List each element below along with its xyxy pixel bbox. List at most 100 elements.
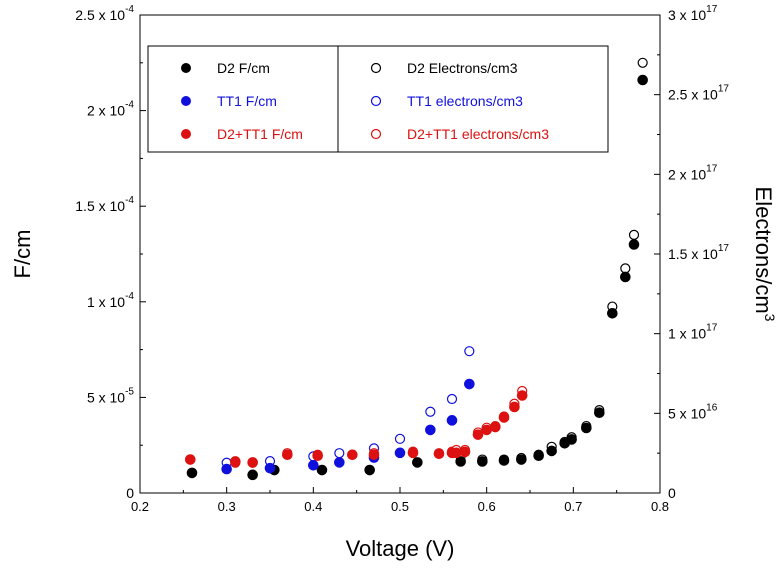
point-tt1-f-cm bbox=[264, 462, 276, 474]
right-y-axis-label: Electrons/cm3 bbox=[751, 187, 778, 322]
tick-mantissa: 3 x 10 bbox=[668, 7, 706, 23]
point-tt1-electrons-cm3 bbox=[334, 448, 345, 459]
point-d2-f-cm bbox=[533, 450, 544, 462]
point-d2-f-cm bbox=[498, 455, 510, 466]
tick-mantissa: 1.5 x 10 bbox=[75, 198, 125, 214]
tick-mantissa: 0 bbox=[668, 485, 676, 501]
tick-mantissa: 5 x 10 bbox=[87, 389, 125, 405]
point-d2-f-cm bbox=[566, 434, 577, 445]
right-y-tick-label: 1 x 1017 bbox=[668, 323, 718, 342]
legend-label: D2 F/cm bbox=[217, 60, 270, 76]
legend-marker bbox=[181, 63, 191, 73]
point-d2-tt1-f-cm bbox=[312, 450, 323, 462]
legend-label: TT1 F/cm bbox=[217, 93, 277, 109]
tick-mantissa: 2 x 10 bbox=[668, 166, 706, 182]
point-d2-f-cm bbox=[186, 467, 198, 479]
point-d2-f-cm bbox=[594, 407, 605, 418]
legend-label: TT1 electrons/cm3 bbox=[407, 93, 523, 109]
point-d2-tt1-f-cm bbox=[481, 424, 492, 436]
point-d2-f-cm bbox=[247, 469, 258, 481]
point-tt1-f-cm bbox=[394, 447, 406, 459]
tick-mantissa: 1.5 x 10 bbox=[668, 246, 718, 262]
point-d2-f-cm bbox=[477, 456, 488, 467]
right-y-tick-label: 2.5 x 1017 bbox=[668, 84, 729, 103]
legend-marker bbox=[181, 96, 191, 106]
x-tick-label: 0.7 bbox=[564, 499, 582, 514]
left-y-tick-label: 0 bbox=[126, 485, 134, 501]
left-y-axis-label: F/cm bbox=[10, 230, 35, 279]
tick-exponent: 17 bbox=[718, 243, 730, 254]
point-d2-tt1-f-cm bbox=[230, 456, 241, 467]
point-d2-electrons-cm3 bbox=[628, 229, 640, 240]
tick-exponent: -4 bbox=[125, 100, 134, 111]
right-y-tick-label: 0 bbox=[668, 485, 676, 501]
right-y-tick-label: 1.5 x 1017 bbox=[668, 243, 729, 262]
point-d2-f-cm bbox=[628, 239, 640, 250]
legend-marker bbox=[370, 62, 382, 74]
x-tick-label: 0.4 bbox=[304, 499, 322, 514]
tick-exponent: 17 bbox=[718, 84, 730, 95]
tick-exponent: 16 bbox=[706, 402, 718, 413]
point-tt1-f-cm bbox=[221, 463, 232, 475]
tick-exponent: 17 bbox=[706, 163, 718, 174]
legend-label: D2+TT1 F/cm bbox=[217, 126, 303, 142]
left-y-tick-label: 5 x 10-5 bbox=[87, 386, 134, 405]
point-d2-tt1-f-cm bbox=[433, 448, 445, 460]
point-d2-tt1-f-cm bbox=[498, 412, 510, 423]
legend-label: D2+TT1 electrons/cm3 bbox=[407, 126, 549, 142]
point-tt1-electrons-cm3 bbox=[425, 406, 436, 417]
point-d2-f-cm bbox=[581, 422, 592, 434]
point-d2-electrons-cm3 bbox=[620, 263, 631, 274]
legend-label: D2 Electrons/cm3 bbox=[407, 60, 518, 76]
point-d2-f-cm bbox=[516, 454, 527, 465]
tick-mantissa: 1 x 10 bbox=[668, 326, 706, 342]
legend-marker bbox=[181, 129, 191, 139]
point-d2-f-cm bbox=[412, 457, 423, 468]
tick-exponent: -5 bbox=[125, 386, 134, 397]
point-d2-tt1-f-cm bbox=[472, 429, 484, 440]
point-d2-tt1-f-cm bbox=[368, 449, 380, 461]
legend-items: D2 F/cm TT1 F/cm D2+TT1 F/cm D2 Electrons/c… bbox=[181, 60, 549, 142]
x-tick-label: 0.8 bbox=[651, 499, 669, 514]
legend-marker bbox=[370, 95, 382, 107]
point-d2-tt1-f-cm bbox=[451, 447, 462, 459]
point-tt1-f-cm bbox=[446, 415, 458, 426]
point-d2-f-cm bbox=[620, 271, 631, 283]
left-y-tick-label: 2 x 10-4 bbox=[87, 100, 134, 119]
point-d2-tt1-f-cm bbox=[184, 454, 196, 465]
point-d2-f-cm bbox=[546, 445, 557, 457]
point-d2-f-cm bbox=[637, 74, 648, 86]
point-tt1-electrons-cm3 bbox=[394, 433, 406, 444]
x-tick-label: 0.6 bbox=[478, 499, 496, 514]
point-tt1-f-cm bbox=[308, 459, 319, 471]
right-y-axis-label-text: Electrons/cm bbox=[751, 187, 776, 314]
tick-exponent: 17 bbox=[706, 323, 718, 334]
point-d2-tt1-f-cm bbox=[247, 457, 258, 468]
tick-mantissa: 2 x 10 bbox=[87, 103, 125, 119]
point-d2-tt1-f-cm bbox=[459, 446, 471, 458]
legend-marker bbox=[370, 128, 382, 140]
point-d2-tt1-f-cm bbox=[407, 447, 419, 459]
tick-mantissa: 1 x 10 bbox=[87, 294, 125, 310]
point-tt1-electrons-cm3 bbox=[446, 393, 458, 405]
tick-mantissa: 2.5 x 10 bbox=[75, 7, 125, 23]
x-tick-label: 0.2 bbox=[131, 499, 149, 514]
x-axis-label: Voltage (V) bbox=[346, 536, 455, 561]
tick-mantissa: 0 bbox=[126, 485, 134, 501]
point-d2-f-cm bbox=[607, 307, 618, 319]
left-y-axis-ticks: 05 x 10-51 x 10-41.5 x 10-42 x 10-42.5 x… bbox=[75, 4, 146, 501]
point-d2-tt1-f-cm bbox=[347, 449, 358, 461]
right-y-tick-label: 3 x 1017 bbox=[668, 4, 718, 23]
point-d2-tt1-f-cm bbox=[282, 449, 293, 461]
point-d2-tt1-f-cm bbox=[516, 390, 528, 401]
x-tick-label: 0.3 bbox=[218, 499, 236, 514]
x-axis-ticks: 0.2 0.3 0.4 0.5 0.6 0.7 0.8 bbox=[131, 487, 669, 514]
point-tt1-f-cm bbox=[334, 457, 345, 468]
tick-exponent: -4 bbox=[125, 195, 134, 206]
point-tt1-f-cm bbox=[425, 424, 436, 436]
right-y-axis-label-exponent: 3 bbox=[762, 314, 778, 322]
point-d2-f-cm bbox=[364, 464, 375, 476]
point-d2-tt1-f-cm bbox=[509, 401, 520, 413]
left-y-tick-label: 1 x 10-4 bbox=[87, 291, 134, 310]
